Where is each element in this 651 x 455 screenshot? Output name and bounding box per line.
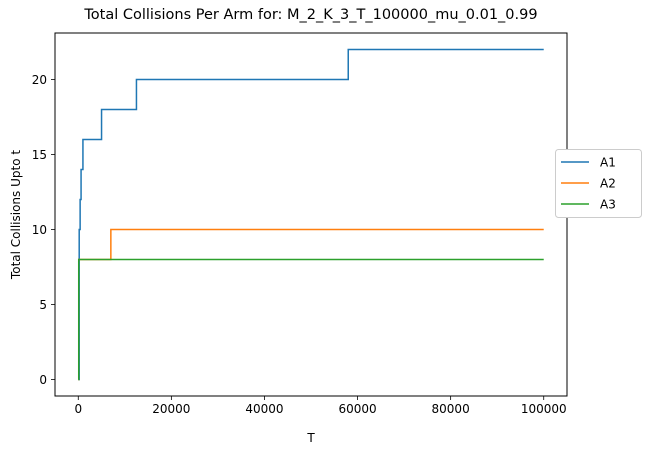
x-tick-label: 40000	[245, 402, 283, 416]
series-line-a1	[78, 48, 544, 381]
y-tick-label: 5	[39, 298, 47, 312]
y-tick-label: 15	[32, 148, 47, 162]
series-line-a2	[77, 228, 544, 381]
y-tick-label: 10	[32, 223, 47, 237]
x-tick-label: 80000	[432, 402, 470, 416]
plot-frame	[54, 32, 568, 397]
y-tick-label: 0	[39, 373, 47, 387]
x-tick-label: 60000	[338, 402, 376, 416]
x-axis: 0 20000 40000 60000 80000 100000	[74, 396, 567, 416]
x-tick-label: 20000	[152, 402, 190, 416]
y-axis-label: Total Collisions Upto t	[9, 150, 23, 280]
plot-area	[54, 32, 568, 397]
x-tick-label: 0	[74, 402, 82, 416]
x-axis-label: T	[306, 431, 315, 445]
y-tick-label: 20	[32, 73, 47, 87]
chart-title: Total Collisions Per Arm for: M_2_K_3_T_…	[83, 7, 537, 23]
series-layer	[77, 48, 544, 381]
legend-label-a3: A3	[600, 198, 616, 212]
x-tick-label: 100000	[521, 402, 567, 416]
legend-label-a2: A2	[600, 177, 616, 191]
series-line-a3	[77, 258, 544, 381]
y-axis: 0 5 10 15 20	[32, 73, 55, 387]
legend-box	[555, 149, 642, 218]
legend-label-a1: A1	[600, 156, 616, 170]
legend: A1 A2 A3	[555, 149, 642, 218]
